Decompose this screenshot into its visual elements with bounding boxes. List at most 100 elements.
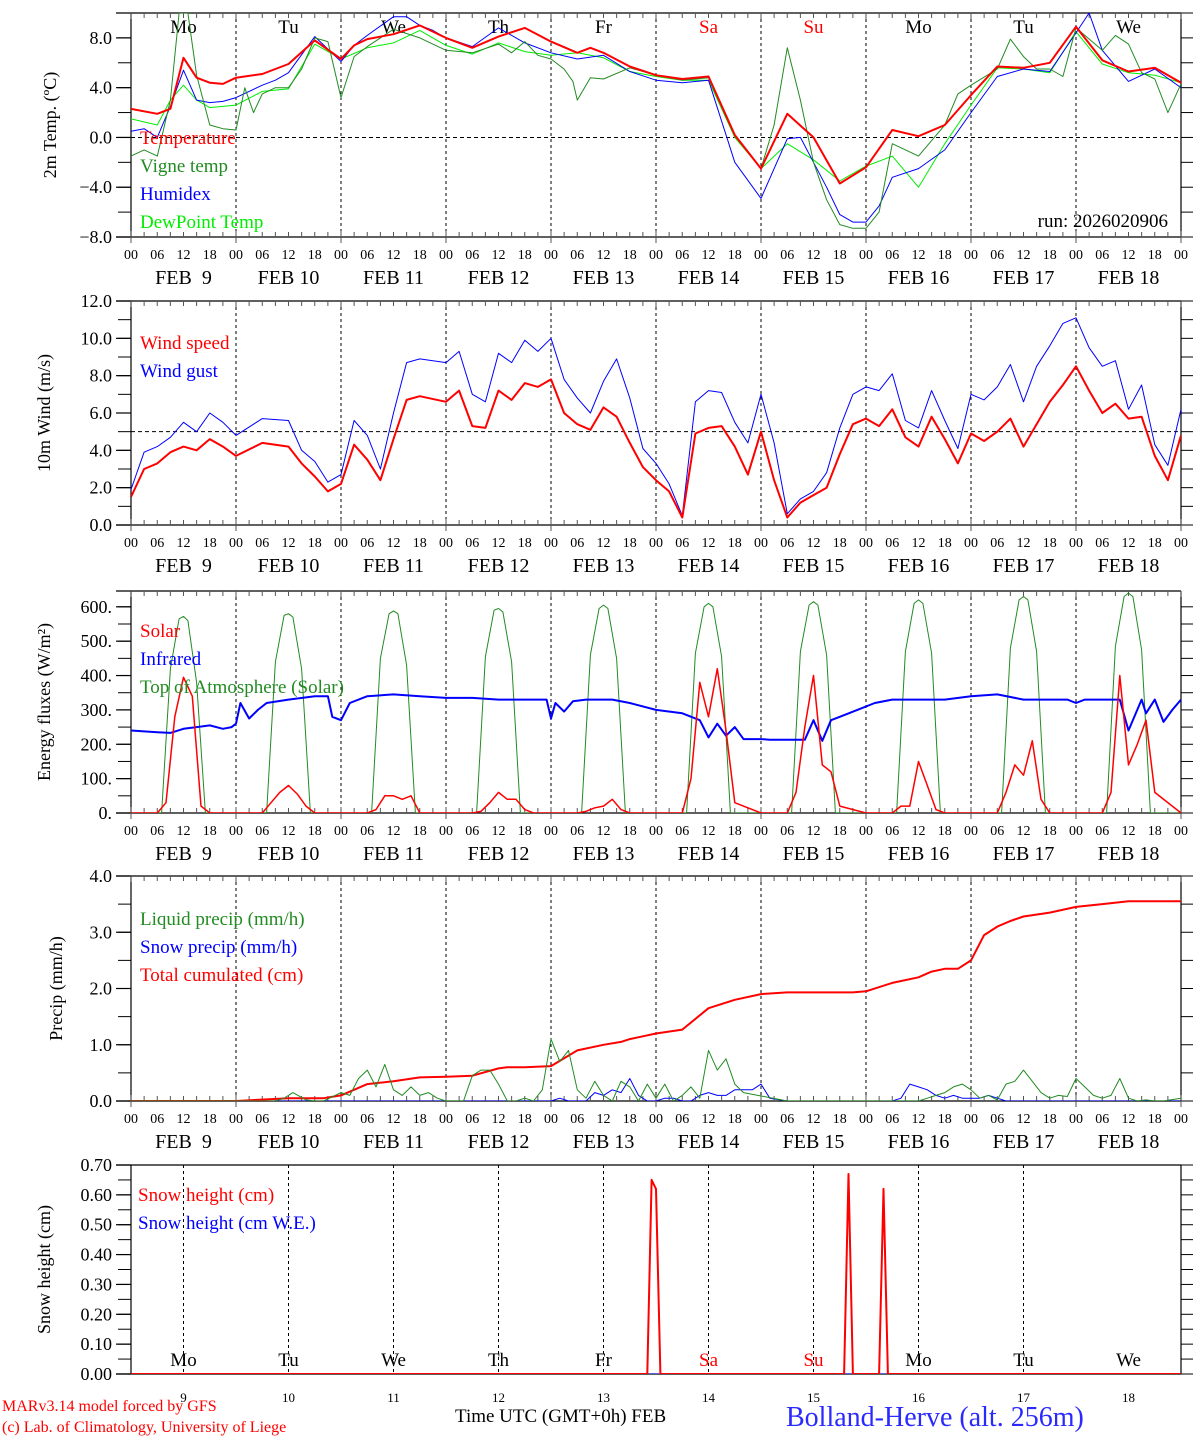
x-hour-label: 06 [150,536,164,551]
x-hour-label: 12 [282,824,296,839]
x-day-number: 9 [180,1390,187,1405]
x-hour-label: 06 [150,824,164,839]
panel-wind: 0.0 2.0 4.0 6.0 8.0 10.0 12.0 10m Wind (m/s) 00 0… [34,291,1193,577]
x-day-number: 10 [282,1390,295,1405]
legend-entry: Total cumulated (cm) [140,965,303,986]
y-axis-label: Snow height (cm) [34,1205,55,1334]
x-hour-label: 06 [780,1112,794,1127]
x-hour-label: 18 [203,248,217,263]
legend-entry: Top of Atmosphere (Solar) [140,677,344,698]
x-hour-label: 12 [702,824,716,839]
x-day-number: 13 [597,1390,610,1405]
x-hour-label: 18 [203,824,217,839]
x-hour-label: 12 [807,1112,821,1127]
x-hour-label: 00 [754,1112,768,1127]
x-hour-label: 00 [649,248,663,263]
series-line-top-of-atmosphere-solar- [131,592,1181,813]
x-date-label: FEB 18 [1098,1131,1160,1153]
series-line-humidex [131,13,1181,223]
x-hour-label: 18 [413,824,427,839]
x-hour-label: 00 [334,1112,348,1127]
x-hour-label: 00 [754,248,768,263]
x-date-label: FEB 17 [993,843,1055,865]
y-tick-label: 0.40 [81,1245,113,1265]
x-hour-label: 18 [1043,248,1057,263]
y-tick-label: 8.0 [90,366,113,386]
x-day-number: 11 [387,1390,400,1405]
x-hour-label: 00 [859,824,873,839]
x-hour-label: 06 [570,824,584,839]
series-line-wind-speed [131,365,1181,519]
x-date-label: FEB 15 [783,843,845,865]
x-hour-label: 12 [492,536,506,551]
x-hour-label: 06 [360,248,374,263]
x-hour-label: 06 [675,248,689,263]
x-day-number: 18 [1122,1390,1135,1405]
x-hour-label: 12 [1122,536,1136,551]
x-hour-label: 06 [990,536,1004,551]
y-axis-label: 2m Temp. (ºC) [40,72,61,178]
y-tick-label: 0. [99,803,113,823]
series-line-infrared [131,693,1181,742]
x-hour-label: 12 [1122,824,1136,839]
x-date-label: FEB 14 [678,843,740,865]
panel-precip: 0.0 1.0 2.0 3.0 4.0 Precip (mm/h) 00 06 12 18 FEB … [46,866,1193,1153]
x-hour-label: 06 [1095,824,1109,839]
x-hour-label: 00 [754,824,768,839]
x-day-number: 14 [702,1390,716,1405]
x-hour-label: 18 [623,248,637,263]
x-date-label: FEB 9 [155,843,212,865]
y-tick-label: 4.0 [90,440,113,460]
x-date-label: FEB 13 [573,843,635,865]
x-hour-label: 12 [282,248,296,263]
legend-entry: Liquid precip (mm/h) [140,909,305,930]
x-hour-label: 00 [124,1112,138,1127]
y-tick-label: 100. [81,769,113,789]
x-hour-label: 12 [597,1112,611,1127]
legend-entry: Solar [140,621,181,642]
x-day-number: 15 [807,1390,820,1405]
x-hour-label: 06 [885,536,899,551]
x-hour-label: 18 [1148,1112,1162,1127]
x-hour-label: 12 [597,536,611,551]
y-tick-label: 12.0 [81,291,113,311]
x-date-label: FEB 9 [155,1131,212,1153]
x-hour-label: 12 [177,1112,191,1127]
day-of-week-label: Tu [1013,17,1034,38]
x-hour-label: 12 [1017,536,1031,551]
y-tick-label: 0.00 [81,1364,113,1384]
x-hour-label: 18 [518,536,532,551]
y-tick-label: 0.60 [81,1185,113,1205]
x-hour-label: 00 [1174,248,1188,263]
x-hour-label: 00 [439,1112,453,1127]
x-hour-label: 18 [938,536,952,551]
x-date-label: FEB 16 [888,843,950,865]
x-hour-label: 00 [859,248,873,263]
x-hour-label: 18 [728,536,742,551]
legend-entry: Temperature [140,128,236,149]
x-hour-label: 00 [964,824,978,839]
x-hour-label: 12 [177,536,191,551]
x-hour-label: 06 [1095,248,1109,263]
y-tick-label: 600. [81,597,113,617]
day-of-week-label: Sa [699,1350,719,1371]
x-date-label: FEB 16 [888,555,950,577]
x-hour-label: 12 [282,536,296,551]
x-hour-label: 06 [780,248,794,263]
day-of-week-label: Mo [905,17,931,38]
x-hour-label: 18 [308,1112,322,1127]
x-hour-label: 00 [544,1112,558,1127]
x-hour-label: 06 [990,824,1004,839]
station-name: Bolland-Herve (alt. 256m) [786,1402,1084,1433]
x-hour-label: 06 [675,536,689,551]
x-hour-label: 18 [1148,824,1162,839]
x-date-label: FEB 10 [258,555,320,577]
x-hour-label: 00 [649,536,663,551]
x-hour-label: 12 [1017,248,1031,263]
x-hour-label: 12 [177,824,191,839]
x-hour-label: 06 [1095,1112,1109,1127]
x-hour-label: 18 [518,248,532,263]
x-hour-label: 00 [649,824,663,839]
x-hour-label: 00 [439,536,453,551]
x-hour-label: 00 [1069,1112,1083,1127]
